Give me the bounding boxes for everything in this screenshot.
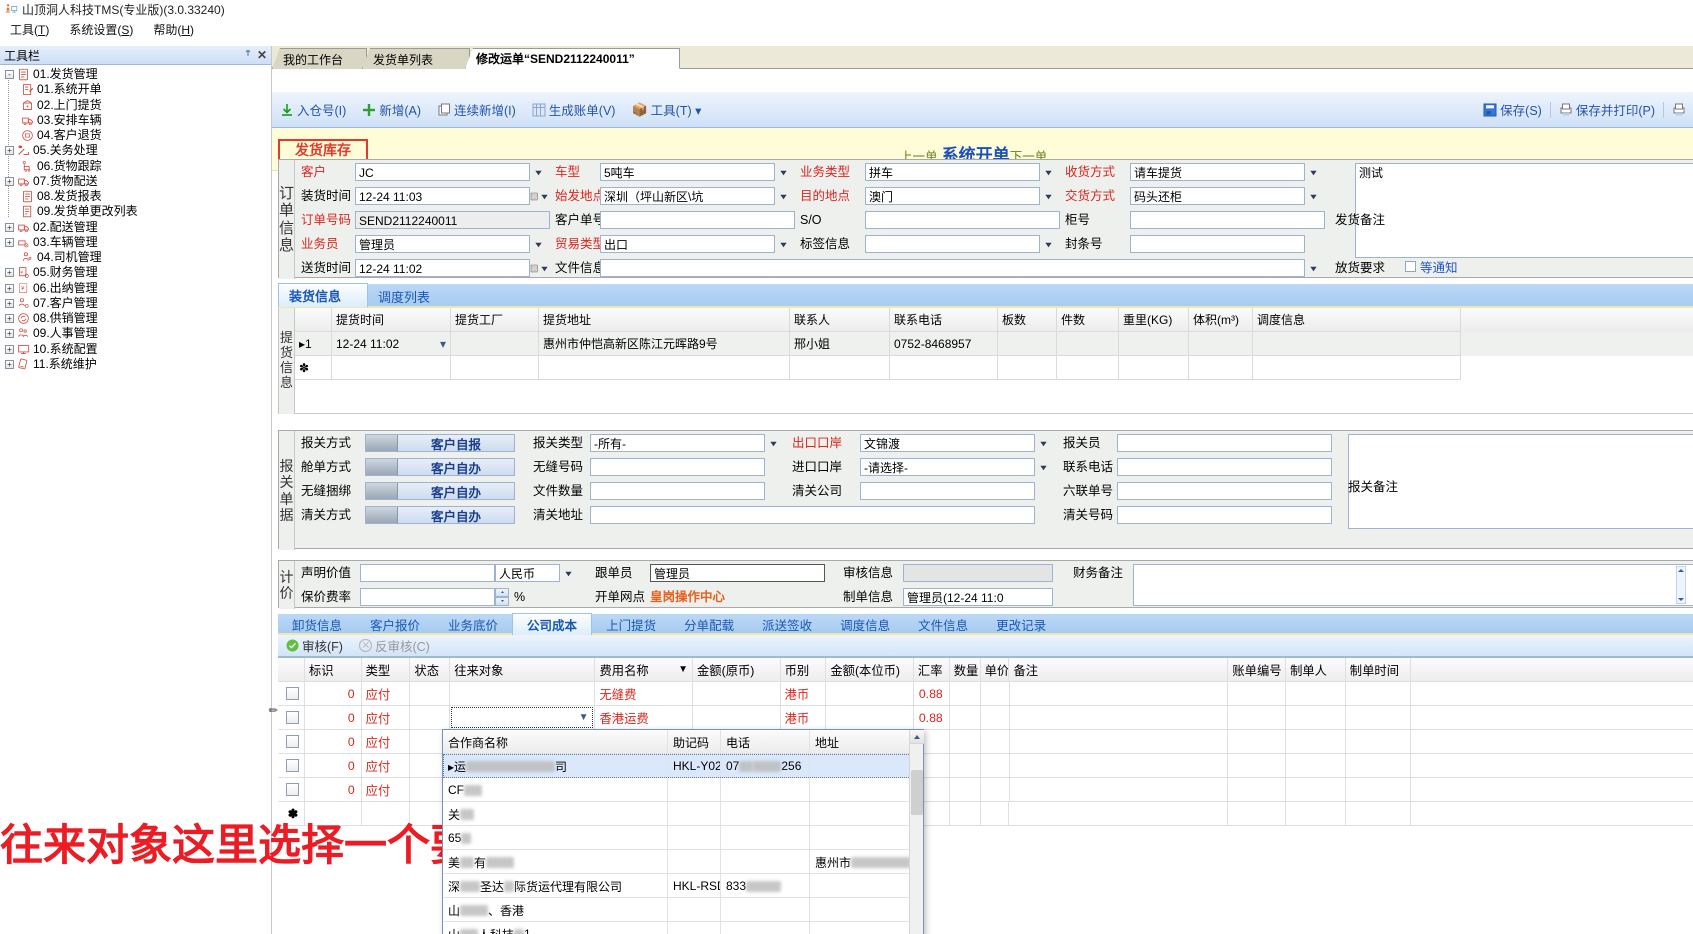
svg-text:¥: ¥ [21, 286, 25, 292]
svg-text:¥: ¥ [20, 270, 23, 276]
